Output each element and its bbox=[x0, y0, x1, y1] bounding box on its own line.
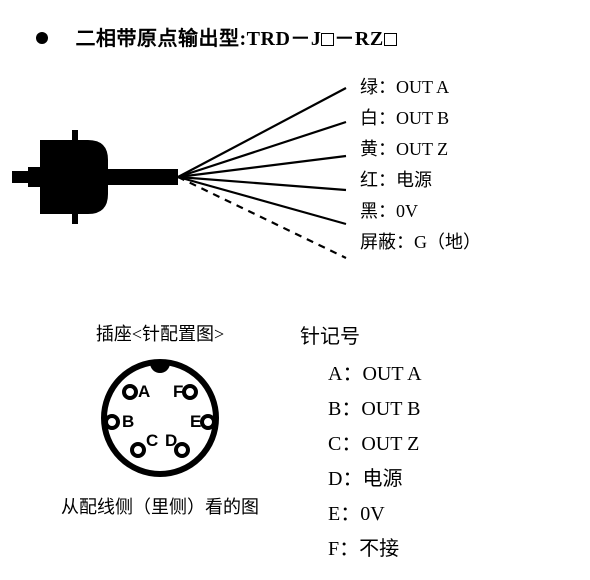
svg-text:F: F bbox=[173, 382, 183, 401]
connector-title: 插座<针配置图> bbox=[30, 320, 290, 346]
wire-label: 绿：OUT A bbox=[360, 78, 481, 96]
pin-table-title: 针记号 bbox=[300, 320, 422, 349]
bullet-icon bbox=[36, 32, 48, 44]
wire-label: 白：OUT B bbox=[360, 109, 481, 127]
wire-label-list: 绿：OUT A 白：OUT B 黄：OUT Z 红：电源黑：0V 屏蔽：G（地） bbox=[360, 78, 481, 264]
placeholder-box-icon bbox=[321, 33, 334, 46]
pin-table: 针记号 A：OUT A B：OUT B C：OUT Z D：电源 E：0V F：不接 bbox=[300, 320, 422, 567]
wire-label: 红：电源 bbox=[360, 171, 481, 189]
connector-note: 从配线侧（里侧）看的图 bbox=[30, 493, 290, 519]
pin-row: B：OUT B bbox=[328, 392, 422, 421]
svg-text:B: B bbox=[122, 412, 134, 431]
connector-diagram: 插座<针配置图> A F B E CD 从配线侧（里侧）看的图 bbox=[30, 320, 290, 519]
wire-label: 黑：0V bbox=[360, 202, 481, 220]
pin-row: F：不接 bbox=[328, 532, 422, 561]
svg-text:A: A bbox=[138, 382, 150, 401]
pin-row: C：OUT Z bbox=[328, 427, 422, 456]
wiring-diagram bbox=[0, 60, 590, 300]
svg-text:C: C bbox=[146, 431, 158, 450]
svg-text:D: D bbox=[165, 431, 177, 450]
pin-row: E：0V bbox=[328, 497, 422, 526]
placeholder-box-icon bbox=[384, 33, 397, 46]
wire-label: 屏蔽：G（地） bbox=[360, 233, 481, 251]
page-title: 二相带原点输出型:TRD－J－RZ bbox=[36, 22, 556, 51]
pin-row: D：电源 bbox=[328, 462, 422, 491]
svg-text:E: E bbox=[190, 412, 201, 431]
pin-row: A：OUT A bbox=[328, 357, 422, 386]
wire-label: 黄：OUT Z bbox=[360, 140, 481, 158]
title-text: 二相带原点输出型:TRD－J－RZ bbox=[76, 28, 397, 50]
